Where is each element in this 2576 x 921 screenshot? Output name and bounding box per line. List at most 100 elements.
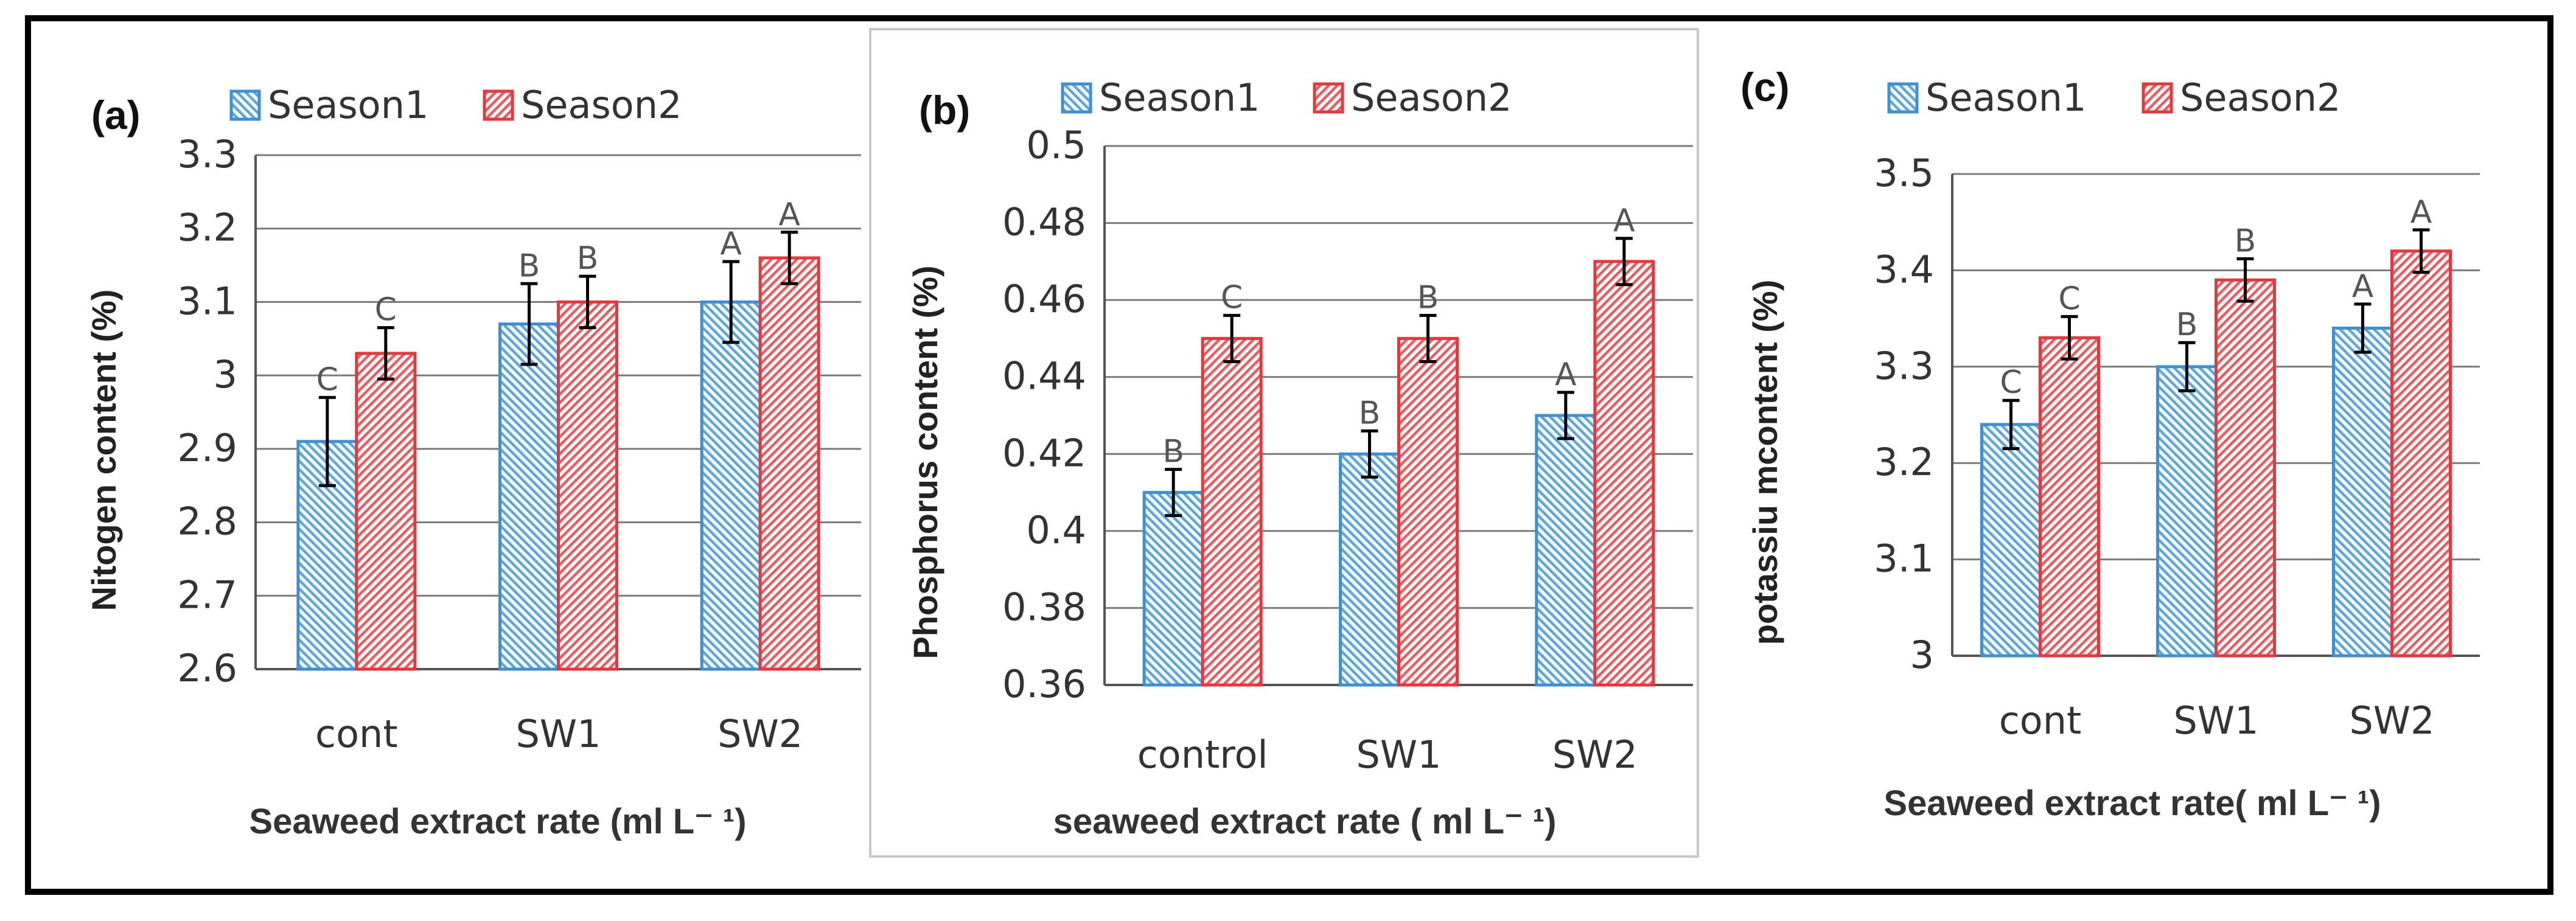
y-tick-label: 0.42 xyxy=(1002,431,1086,475)
outer-frame xyxy=(25,15,2553,895)
significance-letter: A xyxy=(1555,356,1577,393)
y-tick-label: 0.4 xyxy=(1026,508,1086,552)
error-bar xyxy=(2002,398,2020,450)
y-tick-label: 3.1 xyxy=(177,279,237,323)
error-bar xyxy=(1615,237,1633,287)
y-tick-label: 3.2 xyxy=(177,206,237,250)
significance-letter: B xyxy=(2235,223,2257,259)
legend-swatch-season2 xyxy=(1313,82,1344,114)
y-tick-label: 2.6 xyxy=(177,646,237,690)
panel-b-border xyxy=(869,28,1699,858)
significance-letter: B xyxy=(577,240,599,277)
y-tick-label: 0.48 xyxy=(1002,200,1086,245)
significance-letter: C xyxy=(2058,280,2080,317)
significance-letter: B xyxy=(1417,279,1439,316)
bar-season1-sw2 xyxy=(700,300,762,671)
bar-season2-control xyxy=(1201,336,1263,687)
error-bar xyxy=(1419,313,1437,363)
error-bar xyxy=(579,274,596,330)
y-tick-label: 0.38 xyxy=(1002,585,1086,629)
y-tick-label: 2.7 xyxy=(177,572,237,617)
bar-season2-sw1 xyxy=(557,300,618,671)
error-bar xyxy=(1165,468,1182,518)
legend: Season1 Season2 xyxy=(1061,75,1512,120)
y-tick-label: 3.4 xyxy=(1874,247,1934,291)
x-tick-label: SW2 xyxy=(717,712,803,756)
legend-swatch-season1 xyxy=(229,89,261,121)
bar-season2-cont xyxy=(2039,336,2100,658)
bar-season1-sw1 xyxy=(498,322,560,671)
y-tick-label: 0.44 xyxy=(1002,354,1086,398)
y-tick-label: 3.2 xyxy=(1874,440,1934,484)
y-tick-label: 3.3 xyxy=(177,132,237,176)
panel-label: (b) xyxy=(919,88,970,133)
legend-swatch-season2 xyxy=(483,89,514,121)
error-bar xyxy=(722,260,740,344)
x-tick-label: cont xyxy=(315,712,398,756)
error-bar xyxy=(2354,302,2372,354)
legend-swatch-season1 xyxy=(1887,82,1919,114)
y-tick-label: 0.5 xyxy=(1026,123,1086,167)
y-axis-title: Nitogen content (%) xyxy=(85,290,123,611)
y-tick-label: 2.8 xyxy=(177,499,237,544)
x-tick-label: SW1 xyxy=(1356,732,1441,777)
bar-season1-cont xyxy=(1980,423,2042,658)
significance-letter: C xyxy=(375,292,397,328)
legend: Season1 Season2 xyxy=(229,83,682,127)
legend-label-season2: Season2 xyxy=(521,83,682,127)
error-bar xyxy=(2178,341,2196,392)
error-bar xyxy=(318,395,336,487)
legend-swatch-season1 xyxy=(1061,82,1092,114)
significance-letter: A xyxy=(778,196,800,233)
bar-season2-sw2 xyxy=(2390,249,2452,658)
x-tick-label: SW1 xyxy=(515,712,601,756)
y-axis-title: Phosphorus content (%) xyxy=(906,265,944,659)
x-tick-label: cont xyxy=(1999,698,2082,743)
error-bar xyxy=(1557,391,1574,440)
y-tick-label: 3.1 xyxy=(1874,537,1934,581)
bar-season1-control xyxy=(1142,491,1204,687)
y-tick-label: 0.46 xyxy=(1002,277,1086,321)
legend-label-season1: Season1 xyxy=(1925,75,2086,120)
y-axis-title: potassiu mcontent (%) xyxy=(1746,280,1784,645)
legend-label-season2: Season2 xyxy=(2180,75,2340,120)
legend-label-season1: Season1 xyxy=(1099,75,1260,120)
panel-c: (c) Season1 Season2 potassiu mcontent (%… xyxy=(1740,64,2480,823)
significance-letter: C xyxy=(1221,279,1243,316)
bar-season1-sw1 xyxy=(2156,365,2218,658)
significance-letter: A xyxy=(720,226,742,262)
significance-letter: B xyxy=(1359,395,1381,431)
error-bar xyxy=(2236,257,2254,303)
error-bar xyxy=(2412,228,2430,274)
error-bar xyxy=(781,231,798,285)
bar-season1-sw2 xyxy=(2332,326,2393,658)
legend-swatch-season2 xyxy=(2141,82,2173,114)
x-tick-label: SW2 xyxy=(1552,732,1638,777)
bar-season1-sw2 xyxy=(1535,414,1597,687)
bar-season2-sw1 xyxy=(1397,336,1459,687)
y-tick-label: 3.5 xyxy=(1874,151,1934,195)
bar-season2-sw1 xyxy=(2215,278,2276,658)
significance-letter: A xyxy=(2410,194,2432,231)
legend-label-season1: Season1 xyxy=(268,83,428,127)
significance-letter: A xyxy=(1613,203,1635,239)
x-axis-title: Seaweed extract rate( ml L⁻ ¹) xyxy=(1883,784,2381,823)
panel-a: (a) Season1 Season2 Nitogen content (%) … xyxy=(85,83,861,841)
significance-letter: C xyxy=(316,361,338,398)
significance-letter: B xyxy=(518,248,540,284)
error-bar xyxy=(1361,429,1378,479)
significance-letter: A xyxy=(2352,268,2374,305)
legend: Season1 Season2 xyxy=(1887,75,2340,120)
error-bar xyxy=(2061,315,2078,361)
bar-season1-sw1 xyxy=(1339,452,1400,687)
bar-season2-cont xyxy=(355,352,417,671)
y-tick-label: 3.3 xyxy=(1874,344,1934,388)
error-bar xyxy=(377,326,394,381)
x-axis-title: Seaweed extract rate (ml L⁻ ¹) xyxy=(249,802,746,841)
error-bar xyxy=(520,282,538,366)
significance-letter: B xyxy=(1162,434,1184,470)
error-bar xyxy=(1223,313,1241,363)
bar-season2-sw2 xyxy=(1593,260,1655,687)
